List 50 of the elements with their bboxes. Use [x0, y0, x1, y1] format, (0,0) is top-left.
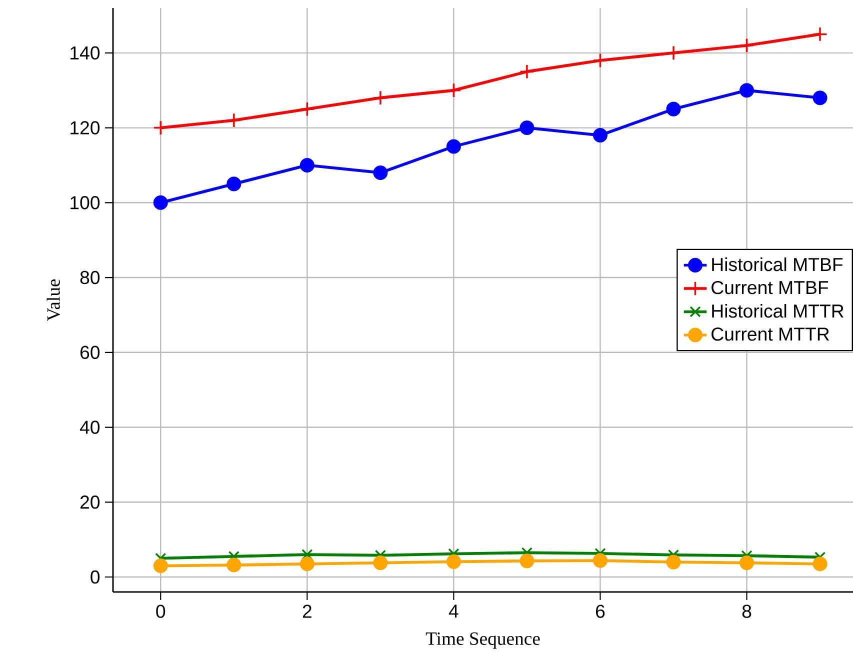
point — [739, 556, 754, 570]
point — [300, 556, 314, 572]
point — [739, 38, 754, 53]
point — [300, 102, 315, 117]
y-tick-label: 20 — [80, 496, 100, 509]
point — [302, 548, 313, 560]
point — [226, 558, 242, 572]
x-axis-title: Time Sequence — [426, 632, 540, 649]
legend-label: Current MTBF — [712, 280, 828, 294]
point — [666, 554, 681, 570]
point — [372, 90, 388, 106]
point — [519, 64, 534, 80]
y-tick-label: 140 — [70, 46, 100, 60]
y-axis-title: Value — [46, 279, 60, 322]
point — [153, 558, 168, 574]
legend-label: Current MTTR — [712, 328, 829, 341]
point — [592, 52, 608, 68]
point — [592, 128, 608, 143]
y-tick-label: 40 — [80, 420, 100, 434]
point — [812, 556, 828, 572]
x-tick-label: 6 — [596, 604, 605, 618]
legend-label: Historical MTTR — [712, 304, 844, 318]
point — [446, 82, 462, 98]
point — [592, 553, 608, 568]
y-tick-label: 120 — [70, 121, 100, 134]
y-tick-label: 60 — [80, 346, 100, 360]
point — [226, 176, 242, 192]
y-tick-label: 100 — [70, 196, 100, 210]
point — [446, 554, 461, 569]
point — [812, 90, 828, 106]
point — [520, 120, 534, 136]
point — [153, 195, 168, 210]
point — [812, 26, 828, 42]
legend-label: Historical MTBF — [712, 257, 843, 272]
x-tick-label: 4 — [448, 604, 458, 618]
x-tick-label: 0 — [156, 604, 166, 618]
y-tick-label: 80 — [80, 270, 100, 284]
point — [153, 120, 168, 136]
point — [666, 45, 682, 60]
point — [373, 556, 388, 570]
y-tick-label: 0 — [90, 570, 100, 584]
point — [300, 158, 314, 172]
point — [520, 554, 534, 568]
point — [373, 165, 388, 180]
x-tick-label: 8 — [742, 604, 752, 618]
point — [226, 112, 242, 128]
x-tick-label: 2 — [302, 604, 312, 618]
point — [666, 102, 681, 116]
point — [739, 83, 754, 98]
point — [446, 139, 461, 154]
